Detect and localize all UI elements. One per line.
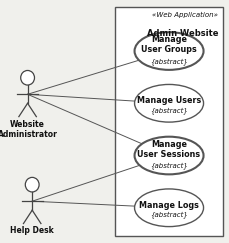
Text: Admin Website: Admin Website — [146, 29, 218, 38]
Text: Manage Users: Manage Users — [136, 96, 200, 105]
Ellipse shape — [134, 85, 203, 122]
Text: «Web Application»: «Web Application» — [152, 12, 218, 18]
Text: {abstract}: {abstract} — [150, 212, 187, 218]
Text: {abstract}: {abstract} — [150, 107, 187, 114]
Text: {abstract}: {abstract} — [150, 162, 187, 169]
Text: Help Desk: Help Desk — [10, 226, 54, 235]
Text: Manage
User Sessions: Manage User Sessions — [137, 140, 200, 159]
FancyBboxPatch shape — [114, 7, 222, 236]
Text: Website
Administrator: Website Administrator — [0, 120, 57, 139]
Text: Manage
User Groups: Manage User Groups — [141, 35, 196, 54]
Circle shape — [21, 70, 34, 85]
Ellipse shape — [134, 137, 203, 174]
Ellipse shape — [134, 32, 203, 70]
Ellipse shape — [134, 189, 203, 226]
Text: Manage Logs: Manage Logs — [139, 201, 198, 210]
Circle shape — [25, 177, 39, 192]
Text: {abstract}: {abstract} — [150, 58, 187, 65]
